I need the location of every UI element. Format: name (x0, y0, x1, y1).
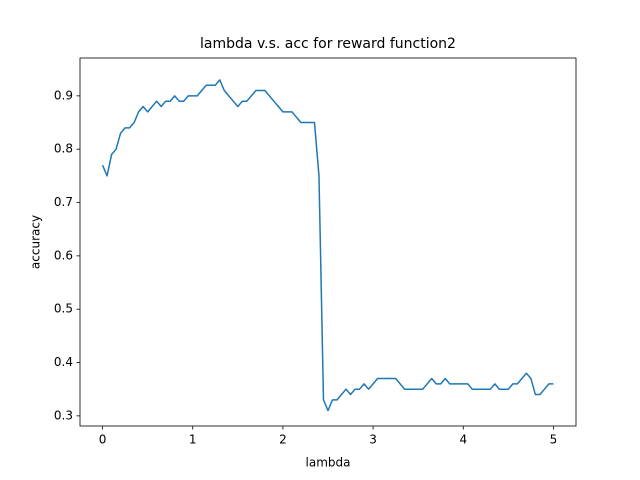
y-tick-label: 0.8 (54, 142, 73, 156)
x-tick-label: 0 (99, 433, 107, 447)
x-tick-label: 4 (459, 433, 467, 447)
y-tick-label: 0.7 (54, 195, 73, 209)
x-tick-label: 2 (279, 433, 287, 447)
x-tick-label: 5 (550, 433, 558, 447)
data-line (101, 79, 554, 412)
plot-frame (79, 57, 577, 427)
x-axis-label: lambda (306, 456, 351, 470)
y-tick-label: 0.5 (54, 302, 73, 316)
chart-title: lambda v.s. acc for reward function2 (200, 36, 456, 52)
y-tick-label: 0.4 (54, 355, 73, 369)
y-tick-label: 0.3 (54, 408, 73, 422)
y-tick-label: 0.6 (54, 248, 73, 262)
x-tick-label: 3 (369, 433, 377, 447)
x-tick-label: 1 (189, 433, 197, 447)
y-axis-label: accuracy (29, 215, 43, 269)
y-tick-label: 0.9 (54, 88, 73, 102)
